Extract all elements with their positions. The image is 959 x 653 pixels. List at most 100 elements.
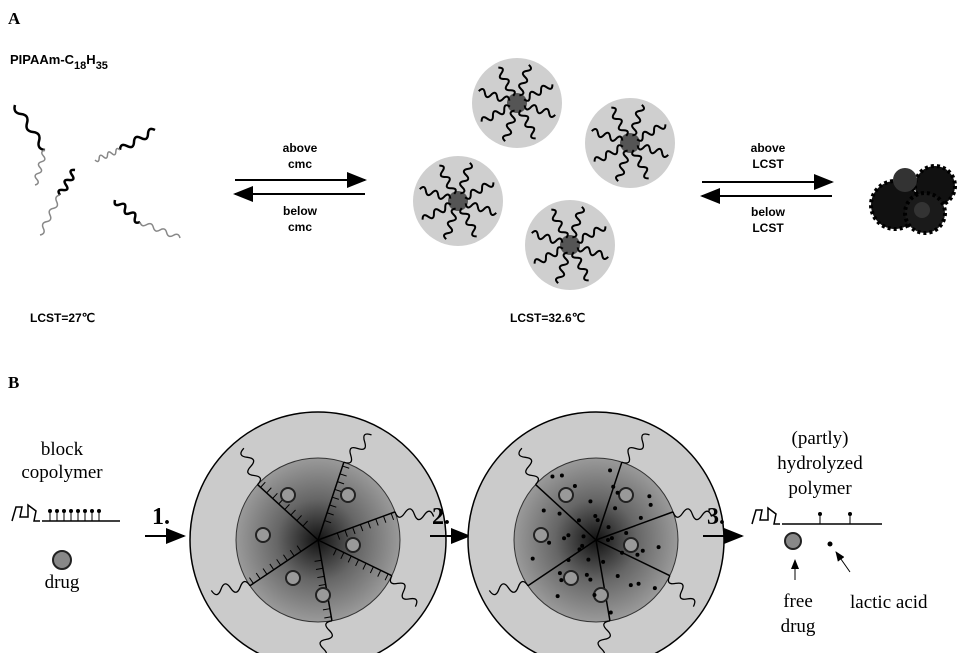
drug-particle [346,538,360,552]
chain-tail [120,129,155,150]
name-part: H [86,52,95,67]
lactic-dot [556,594,560,598]
lactic-dot [609,611,613,615]
lactic-dot [586,558,590,562]
drug-particle [564,571,578,585]
lactic-dot [616,574,620,578]
lactic-dot [577,518,581,522]
label: above [751,141,786,155]
side-end [55,509,59,513]
lactic-dot [559,578,563,582]
lactic-dot [577,547,581,551]
pointer [836,552,850,572]
panel-label: A [8,9,21,28]
lactic-dot [588,578,592,582]
lactic-dot [593,514,597,518]
lactic-dot [588,499,592,503]
label: polymer [788,478,852,499]
step-label: 2. [432,504,450,530]
lactic-dot [592,593,596,597]
label: hydrolyzed [777,453,863,474]
step-label: 3. [707,504,725,530]
lactic-dot [558,571,562,575]
side-end [848,512,852,516]
lactic-dot [610,536,614,540]
lactic-dot [637,582,641,586]
copolymer-icon [12,505,120,521]
micelle-core [560,235,580,255]
drug-particle [281,488,295,502]
lactic-dot [639,516,643,520]
lactic-dot [629,583,633,587]
label: cmc [288,157,312,171]
lactic-dot [531,557,535,561]
hydrophilic-block [752,508,780,524]
micelle-core [448,191,468,211]
cmc-equilibrium: above cmc below cmc [235,141,365,234]
label: lactic acid [850,592,928,613]
micelle-core [620,133,640,153]
chain-tail [59,170,75,195]
lactic-dot [601,560,605,564]
label: drug [45,572,80,593]
label: below [283,204,318,218]
drug-particle [534,528,548,542]
lactic-dot [613,506,617,510]
drug-particle [286,571,300,585]
side-end [48,509,52,513]
lactic-dot [635,553,639,557]
label: copolymer [21,462,103,483]
label: LCST [752,157,784,171]
chain-head [95,149,120,162]
drug-particle [619,488,633,502]
lactic-dot [566,533,570,537]
lactic-dot [542,509,546,513]
lactic-dot [624,531,628,535]
chain-head [35,150,45,185]
lactic-dot [641,549,645,553]
drug-particle [559,488,573,502]
lactic-dot [596,518,600,522]
hydrolyzed-icon [752,508,882,524]
lactic-dot [558,512,562,516]
lactic-dot [620,551,624,555]
degrading-micelle [468,412,724,653]
lactic-dot [585,573,589,577]
lactic-dot [606,538,610,542]
lactic-dot [611,485,615,489]
lcst-equilibrium: above LCST below LCST [702,141,832,235]
label: above [283,141,318,155]
label: drug [781,616,816,637]
drug-icon [53,551,71,569]
drug-particle [316,588,330,602]
side-end [76,509,80,513]
chain-tail [115,200,140,223]
lactic-dot [550,475,554,479]
drug-loaded-micelle [190,412,446,653]
micelles [413,58,675,290]
side-end [83,509,87,513]
label: (partly) [792,428,849,449]
figure: A PIPAAm-C18H35 above cmc below cmc abov… [0,0,959,653]
name-part: PIPAAm-C [10,52,75,67]
lactic-dot [607,525,611,529]
lactic-acid-icon [828,542,833,547]
lactic-dot [657,545,661,549]
side-end [69,509,73,513]
step-label: 1. [152,504,170,530]
lactic-dot [560,473,564,477]
chain-head [140,222,180,238]
lactic-dot [616,491,620,495]
drug-particle [256,528,270,542]
hydrophilic-block [12,505,40,521]
lcst-label: LCST=27℃ [30,311,95,325]
side-end [90,509,94,513]
chain-tail [14,105,45,150]
unimers [14,105,180,238]
label: LCST [752,221,784,235]
polymer-name: PIPAAm-C18H35 [10,52,108,72]
name-sub: 18 [74,60,86,72]
lactic-dot [573,484,577,488]
lactic-dot [567,558,571,562]
lactic-dot [647,494,651,498]
